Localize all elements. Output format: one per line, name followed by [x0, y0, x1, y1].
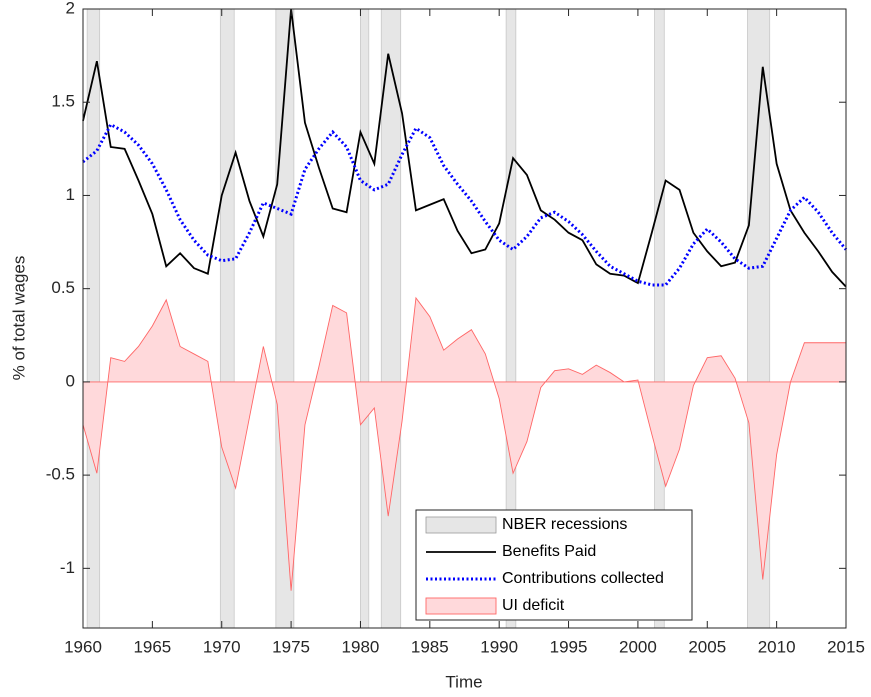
- x-tick-label: 2000: [619, 637, 657, 656]
- series-line: [82, 122, 848, 287]
- recession-band: [380, 8, 402, 629]
- y-axis-label: % of total wages: [9, 256, 28, 381]
- deficit-area: [82, 296, 847, 591]
- legend-swatch: [425, 516, 497, 534]
- recession-band: [219, 8, 235, 629]
- legend-label: UI deficit: [502, 597, 565, 614]
- x-tick-label: 1975: [272, 637, 310, 656]
- legend-label: Contributions collected: [502, 570, 664, 587]
- y-tick-label: 1: [66, 185, 75, 204]
- x-tick-label: 1985: [411, 637, 449, 656]
- y-tick-label: 1.5: [51, 92, 75, 111]
- x-tick-label: 2010: [758, 637, 796, 656]
- legend-swatch: [425, 597, 497, 615]
- x-axis-label: Time: [445, 672, 482, 691]
- y-tick-label: -1: [60, 558, 75, 577]
- x-tick-label: 2015: [827, 637, 865, 656]
- x-tick-label: 2005: [688, 637, 726, 656]
- plot-frame: [82, 8, 847, 629]
- x-tick-label: 1965: [133, 637, 171, 656]
- series-line: [82, 8, 847, 288]
- x-tick-label: 1980: [342, 637, 380, 656]
- legend-label: Benefits Paid: [502, 543, 596, 560]
- y-tick-label: 0.5: [51, 278, 75, 297]
- y-tick-label: -0.5: [46, 465, 75, 484]
- x-tick-label: 1960: [64, 637, 102, 656]
- x-tick-label: 1970: [203, 637, 241, 656]
- recession-band: [360, 8, 370, 629]
- legend: NBER recessions Benefits Paid Contribution…: [415, 509, 693, 621]
- legend-label: NBER recessions: [502, 516, 627, 533]
- x-tick-label: 1995: [550, 637, 588, 656]
- x-tick-label: 1990: [480, 637, 518, 656]
- y-tick-label: 0: [66, 371, 75, 390]
- y-tick-label: 2: [66, 0, 75, 17]
